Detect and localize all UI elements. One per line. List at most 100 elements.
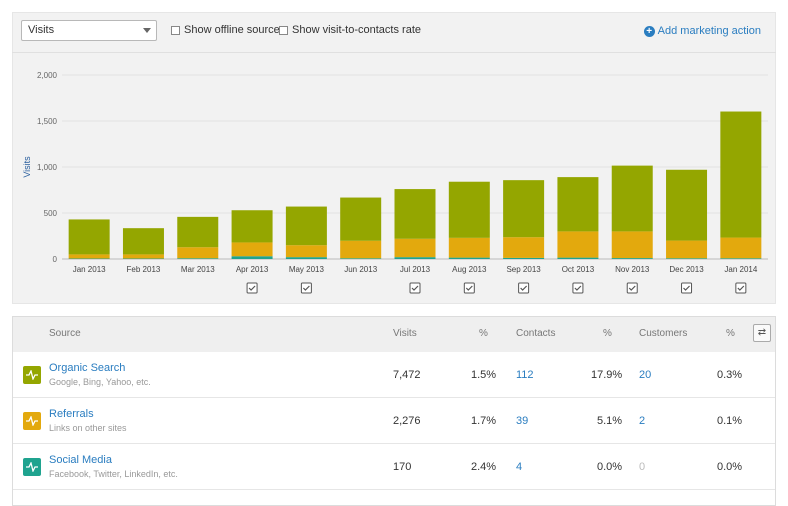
bar-segment xyxy=(557,231,598,257)
calendar-check-icon[interactable] xyxy=(247,283,257,293)
source-name[interactable]: Referrals xyxy=(49,408,94,420)
calendar-check-icon[interactable] xyxy=(301,283,311,293)
bar-segment xyxy=(449,238,490,258)
bar-segment xyxy=(666,170,707,241)
visits-pct-value: 1.7% xyxy=(471,415,496,427)
y-tick-label: 2,000 xyxy=(37,71,58,80)
y-tick-label: 0 xyxy=(53,255,58,264)
x-tick-label: Apr 2013 xyxy=(236,265,269,274)
bar-segment xyxy=(666,258,707,259)
x-tick-label: Sep 2013 xyxy=(506,265,541,274)
customers-pct-value: 0.3% xyxy=(717,369,742,381)
visits-value: 7,472 xyxy=(393,369,421,381)
bar-segment xyxy=(395,189,436,239)
bar-segment xyxy=(395,257,436,259)
bar-segment xyxy=(232,210,273,242)
source-name[interactable]: Organic Search xyxy=(49,362,125,374)
visits-pct-value: 1.5% xyxy=(471,369,496,381)
customers-link[interactable]: 20 xyxy=(639,369,651,381)
y-tick-label: 1,500 xyxy=(37,117,58,126)
bar-segment xyxy=(720,258,761,259)
referrals-icon xyxy=(23,412,41,430)
marketing-action-icon[interactable] xyxy=(573,283,583,293)
marketing-action-icon[interactable] xyxy=(247,283,257,293)
bar-segment xyxy=(449,182,490,238)
contacts-link[interactable]: 112 xyxy=(516,369,534,381)
header-contacts-pct[interactable]: % xyxy=(603,328,612,339)
customers-link[interactable]: 2 xyxy=(639,415,645,427)
header-source[interactable]: Source xyxy=(49,328,81,339)
contacts-link[interactable]: 39 xyxy=(516,415,528,427)
calendar-check-icon[interactable] xyxy=(464,283,474,293)
sources-table: Source Visits % Contacts % Customers % ⇄… xyxy=(12,316,776,506)
calendar-check-icon[interactable] xyxy=(519,283,529,293)
swap-columns-icon[interactable]: ⇄ xyxy=(753,324,771,342)
bar-segment xyxy=(340,241,381,258)
x-tick-label: Oct 2013 xyxy=(562,265,595,274)
marketing-action-icon[interactable] xyxy=(464,283,474,293)
bar-segment xyxy=(666,241,707,259)
source-name[interactable]: Social Media xyxy=(49,454,112,466)
header-contacts[interactable]: Contacts xyxy=(516,328,555,339)
visits-value: 170 xyxy=(393,461,411,473)
table-header: Source Visits % Contacts % Customers % ⇄ xyxy=(13,317,775,353)
marketing-action-icon[interactable] xyxy=(301,283,311,293)
bar-segment xyxy=(395,239,436,257)
bar-segment xyxy=(286,257,327,259)
source-description: Facebook, Twitter, LinkedIn, etc. xyxy=(49,469,178,479)
marketing-action-icon[interactable] xyxy=(519,283,529,293)
calendar-check-icon[interactable] xyxy=(573,283,583,293)
bar-segment xyxy=(720,112,761,238)
calendar-check-icon[interactable] xyxy=(627,283,637,293)
x-tick-label: Feb 2013 xyxy=(127,265,161,274)
marketing-action-icon[interactable] xyxy=(682,283,692,293)
customers-pct-value: 0.1% xyxy=(717,415,742,427)
contacts-link[interactable]: 4 xyxy=(516,461,522,473)
bar-segment xyxy=(232,256,273,259)
marketing-action-icon[interactable] xyxy=(410,283,420,293)
contacts-pct-value: 5.1% xyxy=(597,415,622,427)
header-customers-pct[interactable]: % xyxy=(726,328,735,339)
x-tick-label: Jan 2014 xyxy=(724,265,757,274)
table-row[interactable]: Referrals Links on other sites 2,276 1.7… xyxy=(13,398,775,444)
x-tick-label: Jan 2013 xyxy=(73,265,106,274)
customers-pct-value: 0.0% xyxy=(717,461,742,473)
bar-segment xyxy=(503,258,544,259)
y-axis-label: Visits xyxy=(22,156,32,178)
table-row[interactable]: Organic Search Google, Bing, Yahoo, etc.… xyxy=(13,352,775,398)
bar-segment xyxy=(177,247,218,258)
y-tick-label: 1,000 xyxy=(37,163,58,172)
visits-value: 2,276 xyxy=(393,415,421,427)
bar-segment xyxy=(286,207,327,246)
x-tick-label: Aug 2013 xyxy=(452,265,487,274)
header-visits[interactable]: Visits xyxy=(393,328,417,339)
bar-segment xyxy=(612,258,653,259)
header-visits-pct[interactable]: % xyxy=(479,328,488,339)
organic-search-icon xyxy=(23,366,41,384)
bar-segment xyxy=(557,177,598,231)
bar-segment xyxy=(340,198,381,241)
marketing-action-icon[interactable] xyxy=(627,283,637,293)
bar-segment xyxy=(232,242,273,256)
bar-segment xyxy=(612,166,653,232)
y-tick-label: 500 xyxy=(44,209,58,218)
source-description: Links on other sites xyxy=(49,423,127,433)
bar-segment xyxy=(69,254,110,258)
calendar-check-icon[interactable] xyxy=(410,283,420,293)
header-customers[interactable]: Customers xyxy=(639,328,687,339)
source-description: Google, Bing, Yahoo, etc. xyxy=(49,377,151,387)
calendar-check-icon[interactable] xyxy=(682,283,692,293)
bar-segment xyxy=(177,217,218,247)
x-tick-label: Mar 2013 xyxy=(181,265,215,274)
bar-segment xyxy=(123,228,164,254)
calendar-check-icon[interactable] xyxy=(736,283,746,293)
bar-segment xyxy=(503,237,544,258)
visits-pct-value: 2.4% xyxy=(471,461,496,473)
bar-segment xyxy=(340,258,381,259)
contacts-pct-value: 17.9% xyxy=(591,369,622,381)
x-tick-label: Nov 2013 xyxy=(615,265,650,274)
bar-segment xyxy=(286,245,327,257)
social-media-icon xyxy=(23,458,41,476)
table-row[interactable]: Social Media Facebook, Twitter, LinkedIn… xyxy=(13,444,775,490)
marketing-action-icon[interactable] xyxy=(736,283,746,293)
